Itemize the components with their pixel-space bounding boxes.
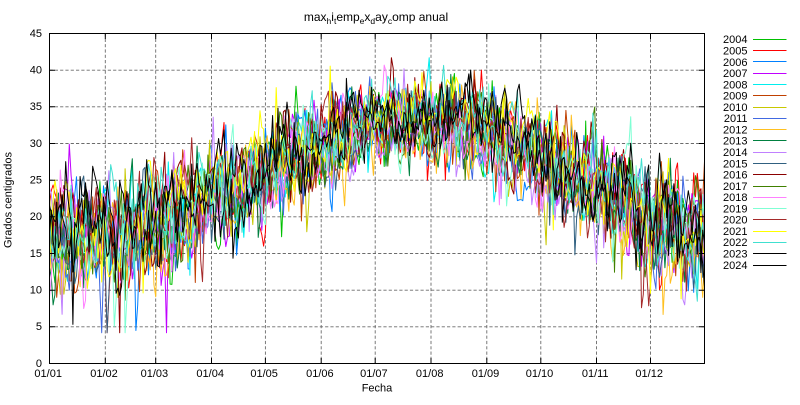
svg-text:5: 5 — [36, 321, 42, 333]
svg-text:2020: 2020 — [723, 215, 747, 227]
svg-text:2006: 2006 — [723, 57, 747, 69]
svg-text:Grados centigrados: Grados centigrados — [3, 152, 15, 248]
svg-text:01/05: 01/05 — [250, 368, 278, 380]
svg-text:01/04: 01/04 — [196, 368, 224, 380]
svg-text:01/12: 01/12 — [635, 368, 663, 380]
svg-text:01/02: 01/02 — [90, 368, 118, 380]
svg-text:01/01: 01/01 — [34, 368, 62, 380]
svg-text:2024: 2024 — [723, 260, 747, 272]
svg-text:45: 45 — [30, 28, 42, 40]
svg-text:Fecha: Fecha — [362, 383, 393, 395]
svg-text:2005: 2005 — [723, 46, 747, 58]
svg-text:40: 40 — [30, 65, 42, 77]
svg-text:20: 20 — [30, 211, 42, 223]
svg-text:2015: 2015 — [723, 158, 747, 170]
svg-text:25: 25 — [30, 175, 42, 187]
svg-text:2009: 2009 — [723, 91, 747, 103]
svg-text:2008: 2008 — [723, 79, 747, 91]
svg-text:2019: 2019 — [723, 203, 747, 215]
svg-text:01/09: 01/09 — [472, 368, 500, 380]
svg-text:01/11: 01/11 — [582, 368, 609, 380]
svg-text:35: 35 — [30, 101, 42, 113]
svg-text:15: 15 — [30, 248, 42, 260]
svg-text:2007: 2007 — [723, 68, 747, 80]
svg-text:2010: 2010 — [723, 102, 747, 114]
svg-text:2011: 2011 — [724, 113, 748, 125]
svg-text:2014: 2014 — [723, 147, 747, 159]
svg-text:maxhitempexdaycomp anual: maxhitempexdaycomp anual — [304, 10, 448, 26]
svg-text:2013: 2013 — [723, 136, 747, 148]
svg-text:0: 0 — [36, 358, 42, 370]
svg-text:01/03: 01/03 — [141, 368, 169, 380]
svg-text:30: 30 — [30, 138, 42, 150]
svg-text:2017: 2017 — [723, 181, 747, 193]
svg-text:10: 10 — [30, 285, 42, 297]
svg-text:2018: 2018 — [723, 192, 747, 204]
svg-text:2022: 2022 — [723, 237, 747, 249]
svg-text:2023: 2023 — [723, 249, 747, 261]
svg-text:01/08: 01/08 — [416, 368, 444, 380]
svg-text:01/10: 01/10 — [526, 368, 554, 380]
svg-text:2004: 2004 — [723, 34, 747, 46]
svg-text:01/07: 01/07 — [360, 368, 388, 380]
svg-text:2021: 2021 — [723, 226, 747, 238]
svg-text:2016: 2016 — [723, 170, 747, 182]
svg-text:01/06: 01/06 — [306, 368, 334, 380]
svg-text:2012: 2012 — [723, 124, 747, 136]
